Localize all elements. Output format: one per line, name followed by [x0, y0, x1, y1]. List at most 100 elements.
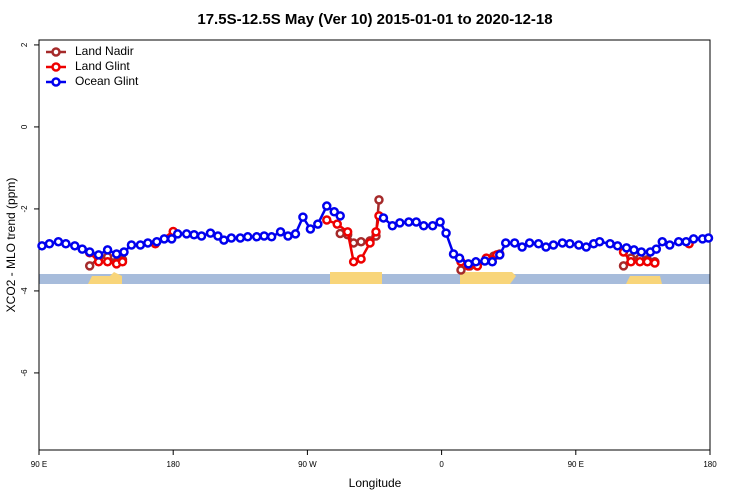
data-point [111, 249, 122, 259]
legend-label: Ocean Glint [75, 74, 139, 88]
data-point [664, 240, 675, 250]
x-tick-label: 0 [439, 460, 444, 469]
data-point [404, 217, 414, 227]
data-point [365, 238, 375, 248]
legend-marker [51, 47, 61, 57]
land-patch [626, 276, 662, 284]
data-point [275, 227, 286, 237]
data-point [266, 232, 277, 242]
data-point [378, 213, 389, 223]
chart-title: 17.5S-12.5S May (Ver 10) 2015-01-01 to 2… [197, 11, 552, 28]
data-point [53, 236, 64, 247]
data-point [621, 243, 632, 253]
data-point [509, 238, 520, 248]
data-point [298, 212, 308, 222]
legend-label: Land Nadir [75, 44, 134, 58]
y-axis-label: XCO2 - MLO trend (ppm) [4, 178, 18, 313]
data-point [557, 238, 568, 248]
data-point [471, 257, 481, 267]
data-point [205, 228, 216, 238]
data-point [651, 244, 662, 254]
data-point [411, 217, 422, 227]
x-tick-label: 180 [167, 460, 181, 469]
data-point [102, 257, 113, 267]
data-point [374, 195, 384, 205]
data-point [581, 242, 591, 252]
data-point [635, 257, 645, 267]
data-point [93, 250, 104, 260]
data-point [441, 228, 451, 238]
data-point [348, 257, 359, 267]
data-point [152, 236, 162, 247]
data-point [61, 239, 71, 249]
data-point [213, 231, 223, 241]
data-point [332, 219, 342, 229]
data-point [565, 239, 575, 249]
land-patch [460, 272, 516, 284]
x-tick-label: 90 W [298, 460, 317, 469]
data-point [235, 233, 246, 243]
data-point [143, 238, 153, 248]
data-point [329, 207, 339, 217]
data-point [574, 240, 584, 250]
data-point [454, 253, 465, 263]
data-point [305, 224, 316, 234]
data-point [480, 256, 490, 266]
legend-marker [51, 62, 61, 72]
data-point [77, 244, 87, 254]
data-point [541, 242, 551, 252]
data-point [44, 239, 55, 249]
data-point [435, 217, 445, 227]
data-point [356, 254, 366, 264]
data-point [219, 235, 229, 245]
data-point [119, 247, 129, 257]
data-point [356, 236, 366, 247]
y-tick-label: 2 [20, 42, 29, 47]
data-point [387, 220, 398, 231]
data-point [135, 240, 146, 250]
y-tick-label: -6 [20, 369, 29, 377]
data-point [418, 220, 429, 231]
data-point [243, 232, 253, 242]
x-tick-label: 90 E [568, 460, 584, 469]
data-point [313, 219, 323, 229]
legend-marker [51, 77, 61, 87]
data-point [681, 236, 691, 247]
data-point [166, 234, 177, 244]
data-point [533, 239, 544, 249]
data-point [395, 218, 405, 228]
data-point [226, 233, 237, 243]
data-point [322, 201, 332, 211]
data-point [650, 258, 660, 268]
data-point [159, 234, 170, 244]
data-point [703, 233, 714, 243]
data-point [657, 236, 668, 247]
land-patch [330, 272, 382, 284]
data-point [283, 231, 293, 241]
data-point [448, 249, 459, 259]
data-point [456, 265, 466, 275]
data-point [605, 239, 615, 249]
data-point [642, 257, 653, 267]
data-point [181, 229, 192, 239]
data-point [342, 227, 353, 237]
data-point [629, 245, 639, 255]
data-point [427, 220, 438, 231]
data-point [70, 241, 80, 251]
data-point [673, 236, 684, 247]
data-point [371, 227, 381, 237]
data-point [196, 231, 207, 241]
data-point [117, 257, 128, 267]
y-tick-label: 0 [20, 124, 29, 129]
data-point [322, 215, 332, 225]
data-point [335, 211, 345, 221]
legend-label: Land Glint [75, 59, 130, 73]
land-patch [88, 272, 122, 284]
data-point [524, 238, 535, 248]
y-tick-label: -4 [20, 287, 29, 295]
data-point [290, 229, 301, 239]
data-point [594, 236, 605, 247]
data-point [251, 232, 262, 242]
data-point [463, 259, 474, 269]
data-point [517, 242, 527, 252]
